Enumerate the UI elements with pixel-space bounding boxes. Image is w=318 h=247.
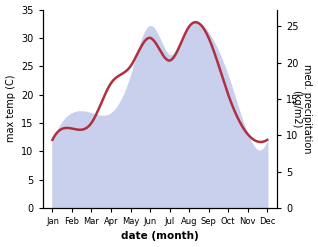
Y-axis label: max temp (C): max temp (C) xyxy=(5,75,16,143)
Y-axis label: med. precipitation
(kg/m2): med. precipitation (kg/m2) xyxy=(291,64,313,153)
X-axis label: date (month): date (month) xyxy=(121,231,199,242)
